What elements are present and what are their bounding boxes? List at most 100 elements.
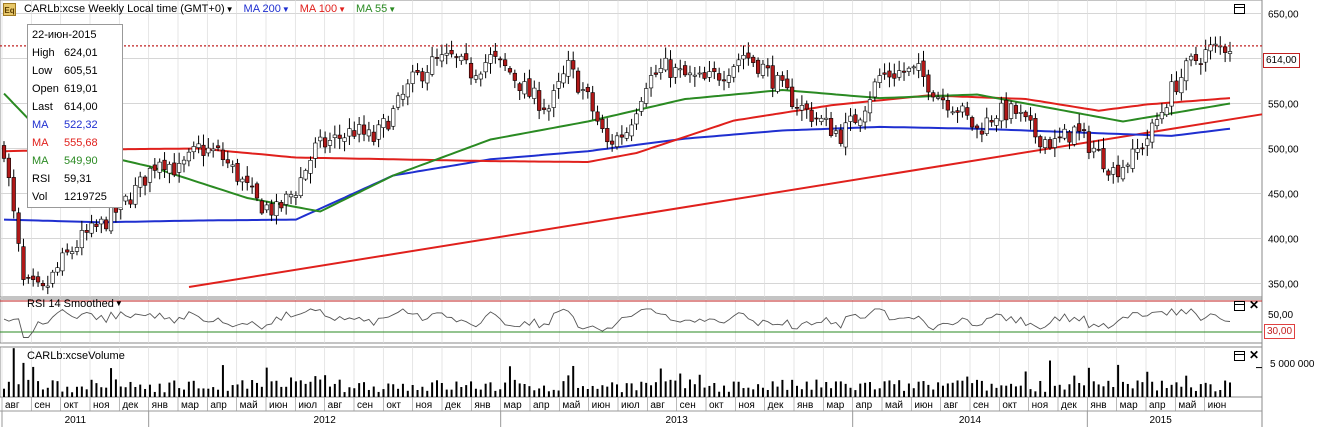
candle-body — [556, 81, 561, 89]
candle-body — [425, 72, 430, 84]
candle-body — [133, 185, 138, 205]
candle-body — [322, 137, 328, 148]
candle-body — [639, 101, 644, 112]
candle-body — [371, 131, 376, 142]
candle-body — [35, 276, 41, 283]
candle-body — [814, 117, 819, 120]
candle-body — [186, 151, 191, 162]
candle-body — [254, 183, 260, 199]
candle-body — [1004, 99, 1009, 121]
rsi-dropdown-icon: ▼ — [114, 299, 123, 308]
candle-body — [439, 54, 444, 62]
candle-body — [1023, 111, 1028, 118]
candle-body — [162, 159, 167, 171]
candle-body — [201, 144, 206, 156]
ma200-dropdown-icon[interactable]: ▼ — [281, 5, 290, 14]
candle-body — [318, 136, 323, 142]
candle-body — [819, 118, 824, 123]
candle-body — [1062, 128, 1067, 139]
month-label: апр — [533, 400, 550, 411]
candle-body — [493, 50, 498, 57]
close-volume-panel-icon[interactable]: ✕ — [1248, 348, 1260, 362]
candle-body — [1101, 148, 1106, 170]
candle-body — [887, 70, 892, 78]
month-label: окт — [386, 400, 401, 411]
symbol-label[interactable]: CARLb:xcse Weekly Local time (GMT+0) — [24, 3, 225, 15]
candle-body — [1198, 63, 1203, 65]
candle-body — [483, 62, 488, 73]
month-label: апр — [210, 400, 227, 411]
month-label: июн — [269, 400, 288, 411]
month-label: янв — [474, 400, 490, 411]
maximize-price-panel-icon[interactable] — [1234, 4, 1245, 14]
candle-body — [1159, 112, 1164, 120]
candle-body — [571, 60, 576, 70]
candle-body — [84, 230, 89, 233]
candle-body — [512, 72, 517, 81]
candle-body — [614, 135, 620, 148]
candle-body — [1091, 147, 1096, 153]
ma100-dropdown-icon[interactable]: ▼ — [338, 5, 346, 14]
candle-body — [629, 124, 634, 137]
info-ma55: MA 549,90 — [32, 155, 98, 167]
maximize-rsi-panel-icon[interactable] — [1234, 301, 1245, 311]
candle-body — [196, 143, 201, 148]
close-rsi-panel-icon[interactable]: ✕ — [1248, 298, 1260, 312]
candle-body — [619, 134, 624, 138]
candle-body — [1081, 129, 1087, 131]
candle-body — [434, 57, 440, 59]
ma100-label[interactable]: MA 100 — [299, 3, 338, 15]
ma55-dropdown-icon[interactable]: ▼ — [388, 5, 397, 14]
candle-body — [595, 111, 600, 122]
candle-body — [882, 72, 887, 75]
month-label: мар — [1120, 400, 1138, 411]
month-label: ноя — [93, 400, 110, 411]
candle-body — [366, 129, 371, 137]
rsi-tick-label: 50,00 — [1268, 310, 1294, 321]
candle-body — [1057, 136, 1062, 139]
candle-body — [211, 148, 216, 152]
info-last: Last 614,00 — [32, 101, 98, 113]
candle-body — [1150, 122, 1155, 143]
candle-body — [31, 275, 36, 280]
candle-body — [206, 147, 211, 154]
candle-body — [828, 118, 834, 136]
candle-body — [128, 199, 133, 205]
month-label: сен — [680, 400, 696, 411]
candle-body — [663, 57, 668, 71]
candle-body — [1164, 107, 1169, 115]
candle-body — [970, 117, 975, 128]
candle-body — [668, 59, 673, 78]
candle-body — [215, 145, 221, 148]
candle-body — [1188, 55, 1194, 61]
candle-body — [1203, 49, 1208, 63]
info-rsi: RSI 59,31 — [32, 173, 92, 185]
candle-body — [464, 53, 469, 61]
candle-body — [361, 124, 367, 135]
candle-body — [585, 87, 590, 93]
ma200-label[interactable]: MA 200 — [243, 3, 281, 15]
app-logo-icon[interactable]: Eq — [3, 3, 16, 16]
candle-body — [332, 134, 337, 138]
candle-body — [1086, 131, 1092, 153]
symbol-dropdown-icon[interactable]: ▼ — [225, 5, 234, 14]
ma55-line — [3, 88, 1231, 213]
candle-body — [785, 78, 790, 89]
candle-body — [65, 249, 70, 253]
candle-body — [454, 56, 459, 58]
candle-body — [478, 73, 483, 80]
candle-body — [1077, 123, 1082, 132]
candle-body — [342, 137, 347, 142]
candle-body — [712, 68, 717, 72]
candle-body — [965, 107, 970, 116]
maximize-volume-panel-icon[interactable] — [1234, 351, 1245, 361]
candle-body — [751, 56, 756, 63]
chart-header: CARLb:xcse Weekly Local time (GMT+0) ▼ MA… — [24, 2, 406, 17]
candle-body — [731, 66, 736, 78]
candle-body — [648, 75, 654, 89]
rsi-panel-title[interactable]: RSI 14 Smoothed▼ — [27, 298, 123, 310]
candle-body — [673, 67, 678, 78]
candle-body — [984, 117, 989, 134]
ma55-label[interactable]: MA 55 — [356, 3, 388, 15]
